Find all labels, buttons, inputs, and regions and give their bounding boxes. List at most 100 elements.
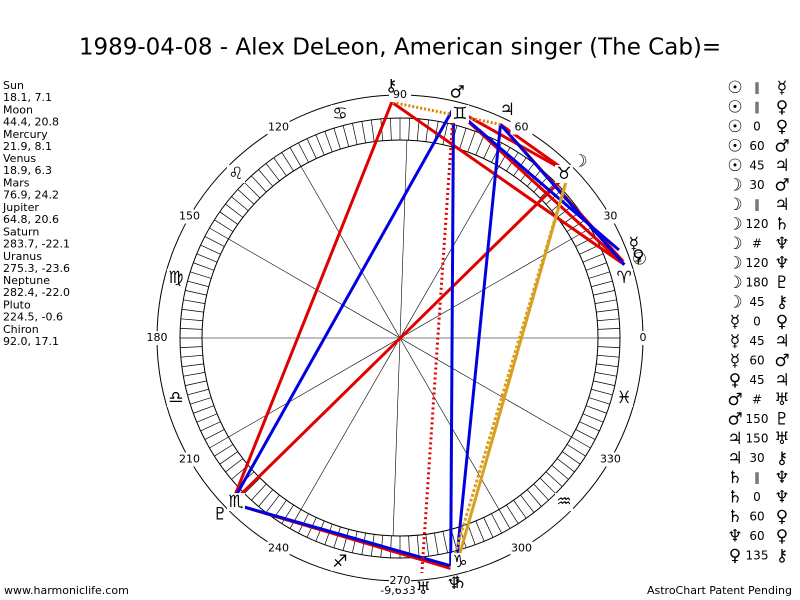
aspect-planet: ♄ [727, 468, 742, 488]
hatch-tick [204, 429, 225, 440]
aspect-planet: ♆ [727, 527, 742, 547]
hatch-tick [237, 189, 255, 205]
zodiac-sign: ♒ [556, 492, 571, 512]
degree-label-bg [599, 209, 622, 224]
aspect-line [454, 124, 502, 568]
aspect-planet: ☽ [727, 273, 742, 293]
planet-glyph: ♇ [213, 505, 228, 525]
degree-label-bg [146, 331, 168, 345]
zodiac-sign: ♉ [556, 164, 571, 184]
hatch-tick [582, 253, 604, 263]
hatch-tick [597, 354, 620, 358]
planet-position: 275.3, -23.6 [3, 262, 70, 275]
hatch-tick [180, 318, 203, 322]
planet-name: Saturn [3, 225, 39, 238]
hatch-tick [585, 405, 607, 414]
degree-label: 270 [390, 574, 411, 587]
aspect-planet: ♆ [774, 234, 789, 254]
hatch-tick [289, 509, 302, 529]
aspect-planet: ♆ [774, 468, 789, 488]
planet-position: 21.9, 8.1 [3, 140, 52, 153]
degree-label-bg [267, 120, 290, 135]
aspect-type: # [752, 237, 762, 251]
hatch-tick [593, 290, 615, 296]
hatch-tick [324, 131, 333, 153]
hatch-tick [251, 175, 267, 193]
aspect-planet: ☽ [727, 293, 742, 313]
degree-label: 0 [640, 331, 647, 344]
aspect-type: ∥ [754, 100, 760, 114]
zodiac-sign: ♑ [452, 552, 467, 572]
zodiac-sign: ♎ [168, 388, 183, 408]
zodiac-sign: ♐ [332, 552, 347, 572]
aspect-planet: ♂ [774, 137, 789, 157]
hatch-tick [483, 517, 494, 538]
aspect-planet: ♂ [774, 351, 789, 371]
planet-name: Pluto [3, 299, 31, 312]
aspect-line [420, 108, 455, 574]
aspect-planet: ☿ [730, 351, 740, 371]
hatch-tick [571, 436, 591, 449]
hatch-tick [591, 388, 613, 396]
aspect-planet: ♃ [774, 371, 789, 391]
planet-glyph: ☉ [632, 250, 647, 270]
planet-name: Uranus [3, 250, 42, 263]
aspect-type: 0 [753, 120, 761, 134]
degree-label-bg [599, 452, 622, 467]
hatch-tick [370, 119, 375, 142]
planet-glyph: ☿ [629, 234, 639, 254]
hatch-tick [181, 308, 204, 313]
sign-bg [226, 493, 245, 512]
aspect-planet: ♂ [774, 176, 789, 196]
hatch-tick [200, 421, 221, 432]
hatch-tick [425, 119, 430, 142]
hatch-tick [597, 328, 620, 330]
aspect-planet: ♆ [774, 254, 789, 274]
degree-label: 150 [179, 210, 200, 223]
degree-label-bg [178, 209, 201, 224]
planet-name: Mercury [3, 128, 48, 141]
sign-bg [555, 493, 574, 512]
hatch-tick [214, 444, 234, 457]
planet-glyph: ♃ [500, 100, 515, 120]
planet-position: 44.4, 20.8 [3, 115, 59, 128]
aspect-type: 45 [749, 295, 764, 309]
hatch-tick [597, 318, 620, 322]
aspect-type: # [752, 393, 762, 407]
hatch-tick [219, 451, 239, 465]
degree-label-bg [267, 541, 290, 556]
aspect-line [230, 171, 570, 505]
aspect-planet: ♄ [774, 215, 789, 235]
sign-bg [555, 164, 574, 183]
degree-label: 30 [603, 210, 617, 223]
hatch-tick [196, 413, 218, 423]
aspect-type: 0 [753, 490, 761, 504]
hatch-tick [231, 196, 249, 211]
hatch-tick [342, 125, 350, 147]
degree-label: 330 [600, 453, 621, 466]
hatch-tick [185, 290, 207, 296]
aspect-planet: ☉ [727, 137, 742, 157]
aspect-planet: ♀ [776, 527, 788, 547]
hatch-tick [591, 280, 613, 288]
hatch-tick [467, 523, 476, 545]
hatch-tick [281, 152, 294, 172]
hatch-tick [187, 280, 209, 288]
degree-label-bg [389, 574, 411, 588]
aspect-type: 45 [749, 334, 764, 348]
aspect-planet: ♀ [776, 312, 788, 332]
hatch-tick [225, 203, 244, 218]
hatch-tick [491, 513, 502, 534]
aspect-type: 45 [749, 373, 764, 387]
hatch-tick [193, 405, 215, 414]
hatch-tick [273, 157, 287, 177]
degree-label: 210 [179, 453, 200, 466]
degree-label: 60 [515, 121, 529, 134]
hatch-tick [579, 421, 600, 432]
aspect-line [449, 108, 455, 569]
hatch-tick [185, 380, 207, 386]
aspect-planet: ♆ [774, 488, 789, 508]
aspect-type: 180 [746, 276, 769, 290]
aspect-type: ∥ [754, 81, 760, 95]
